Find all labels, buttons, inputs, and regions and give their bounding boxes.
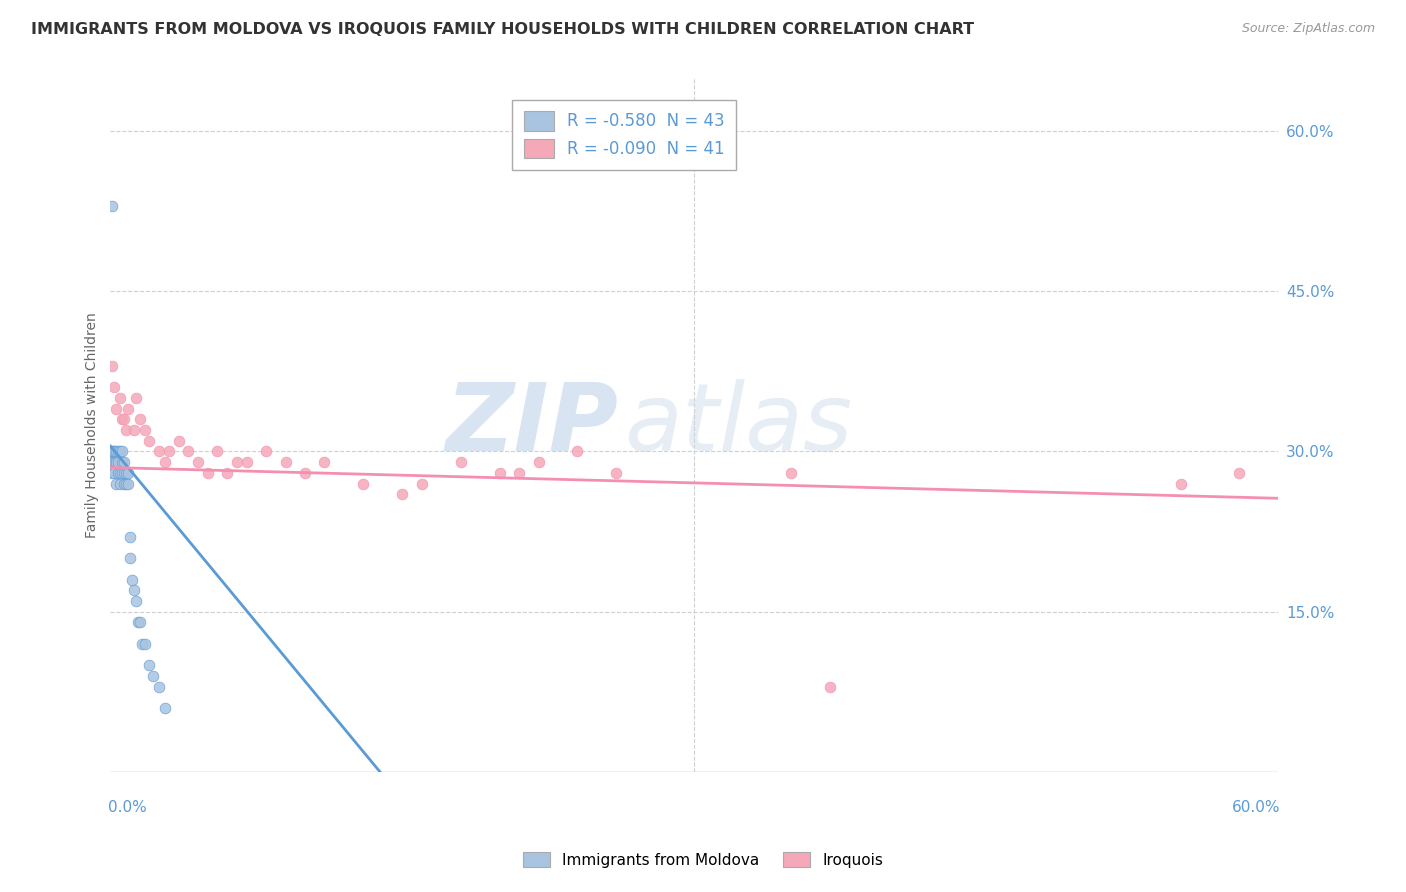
Point bbox=[101, 455, 124, 469]
Point bbox=[167, 434, 190, 448]
Point bbox=[274, 455, 297, 469]
Point bbox=[225, 455, 247, 469]
Point bbox=[118, 530, 141, 544]
Point bbox=[107, 466, 129, 480]
Point bbox=[108, 444, 131, 458]
Point bbox=[294, 466, 316, 480]
Point bbox=[391, 487, 413, 501]
Point bbox=[127, 615, 149, 630]
Point bbox=[138, 434, 160, 448]
Text: Source: ZipAtlas.com: Source: ZipAtlas.com bbox=[1241, 22, 1375, 36]
Point bbox=[122, 423, 145, 437]
Point bbox=[780, 466, 803, 480]
Point bbox=[103, 466, 125, 480]
Point bbox=[148, 444, 170, 458]
Point bbox=[131, 637, 153, 651]
Point bbox=[103, 444, 125, 458]
Y-axis label: Family Households with Children: Family Households with Children bbox=[86, 312, 100, 538]
Point bbox=[508, 466, 530, 480]
Text: atlas: atlas bbox=[624, 379, 852, 470]
Point bbox=[108, 466, 131, 480]
Point bbox=[187, 455, 209, 469]
Point bbox=[105, 455, 128, 469]
Point bbox=[115, 423, 138, 437]
Text: 60.0%: 60.0% bbox=[1232, 800, 1281, 815]
Point bbox=[105, 455, 128, 469]
Point bbox=[125, 391, 148, 405]
Legend: Immigrants from Moldova, Iroquois: Immigrants from Moldova, Iroquois bbox=[515, 844, 891, 875]
Point bbox=[128, 615, 150, 630]
Point bbox=[1227, 466, 1250, 480]
Point bbox=[148, 680, 170, 694]
Point bbox=[153, 701, 176, 715]
Point bbox=[134, 423, 156, 437]
Point bbox=[111, 412, 134, 426]
Point bbox=[101, 199, 124, 213]
Text: ZIP: ZIP bbox=[446, 379, 619, 471]
Point bbox=[117, 401, 139, 416]
Point bbox=[101, 455, 124, 469]
Point bbox=[254, 444, 277, 458]
Legend: R = -0.580  N = 43, R = -0.090  N = 41: R = -0.580 N = 43, R = -0.090 N = 41 bbox=[512, 100, 737, 169]
Point bbox=[105, 444, 128, 458]
Point bbox=[115, 466, 138, 480]
Text: 0.0%: 0.0% bbox=[108, 800, 146, 815]
Point bbox=[101, 359, 124, 373]
Point bbox=[157, 444, 180, 458]
Point bbox=[567, 444, 589, 458]
Point bbox=[117, 466, 139, 480]
Point bbox=[122, 583, 145, 598]
Point bbox=[128, 412, 150, 426]
Point bbox=[112, 412, 135, 426]
Point bbox=[352, 476, 374, 491]
Point bbox=[103, 444, 125, 458]
Point bbox=[235, 455, 257, 469]
Point bbox=[103, 380, 125, 394]
Point bbox=[108, 391, 131, 405]
Point bbox=[111, 455, 134, 469]
Text: IMMIGRANTS FROM MOLDOVA VS IROQUOIS FAMILY HOUSEHOLDS WITH CHILDREN CORRELATION : IMMIGRANTS FROM MOLDOVA VS IROQUOIS FAMI… bbox=[31, 22, 974, 37]
Point bbox=[138, 658, 160, 673]
Point bbox=[118, 551, 141, 566]
Point bbox=[101, 466, 124, 480]
Point bbox=[314, 455, 336, 469]
Point bbox=[103, 455, 125, 469]
Point bbox=[605, 466, 627, 480]
Point bbox=[134, 637, 156, 651]
Point bbox=[411, 476, 433, 491]
Point bbox=[217, 466, 239, 480]
Point bbox=[107, 455, 129, 469]
Point bbox=[488, 466, 510, 480]
Point bbox=[101, 444, 124, 458]
Point bbox=[820, 680, 842, 694]
Point bbox=[527, 455, 550, 469]
Point bbox=[108, 476, 131, 491]
Point bbox=[125, 594, 148, 608]
Point bbox=[142, 669, 165, 683]
Point bbox=[107, 444, 129, 458]
Point bbox=[112, 476, 135, 491]
Point bbox=[121, 573, 143, 587]
Point bbox=[101, 444, 124, 458]
Point bbox=[207, 444, 229, 458]
Point bbox=[111, 466, 134, 480]
Point bbox=[105, 401, 128, 416]
Point bbox=[117, 476, 139, 491]
Point bbox=[111, 444, 134, 458]
Point bbox=[105, 476, 128, 491]
Point bbox=[112, 455, 135, 469]
Point bbox=[1170, 476, 1192, 491]
Point bbox=[177, 444, 200, 458]
Point bbox=[115, 476, 138, 491]
Point bbox=[450, 455, 472, 469]
Point bbox=[112, 466, 135, 480]
Point bbox=[153, 455, 176, 469]
Point bbox=[197, 466, 219, 480]
